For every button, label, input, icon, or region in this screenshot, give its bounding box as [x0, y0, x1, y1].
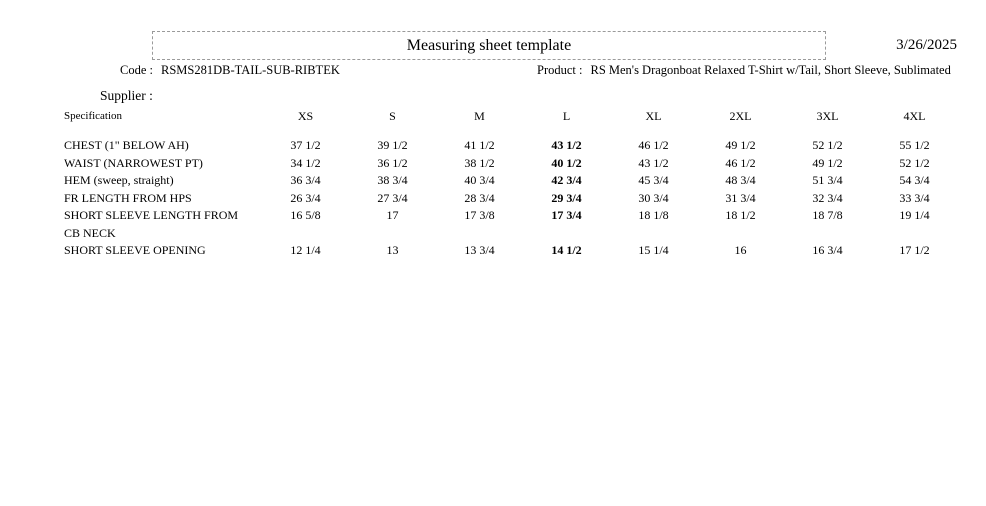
measurement-cell: 52 1/2 — [899, 155, 930, 170]
measurement-cell: 46 1/2 — [725, 155, 756, 170]
product-label: Product : — [537, 63, 583, 77]
measurement-cell: 36 1/2 — [377, 155, 408, 170]
title-box[interactable]: Measuring sheet template — [152, 31, 826, 60]
measurement-cell: 39 1/2 — [377, 138, 408, 152]
table-row: CHEST (1" BELOW AH) 37 1/2 39 1/2 41 1/2… — [64, 137, 958, 155]
code-value: RSMS281DB-TAIL-SUB-RIBTEK — [160, 63, 340, 77]
spec-label: CHEST (1" BELOW AH) — [64, 138, 189, 152]
measurement-cell: 12 1/4 — [290, 243, 321, 257]
measurement-cell: 16 3/4 — [812, 243, 843, 257]
measurement-table: Specification XS S M L XL 2XL 3XL 4XL CH… — [64, 110, 958, 260]
spec-label: WAIST (NARROWEST PT) — [64, 155, 203, 170]
measurement-cell: 48 3/4 — [725, 173, 756, 187]
column-header-m: M — [474, 109, 485, 123]
measurement-cell: 46 1/2 — [638, 138, 669, 152]
table-row: SHORT SLEEVE LENGTH FROM CB NECK 16 5/8 … — [64, 207, 958, 242]
table-row: HEM (sweep, straight) 36 3/4 38 3/4 40 3… — [64, 172, 958, 190]
measurement-cell: 38 3/4 — [377, 173, 408, 187]
measurement-cell: 16 5/8 — [290, 208, 321, 222]
column-header-specification: Specification — [64, 110, 123, 122]
spec-label: HEM (sweep, straight) — [64, 173, 174, 187]
measurement-cell: 49 1/2 — [812, 155, 843, 170]
measurement-cell: 33 3/4 — [899, 190, 930, 205]
measurement-cell: 45 3/4 — [638, 173, 669, 187]
measurement-cell: 37 1/2 — [290, 138, 321, 152]
measurement-cell: 18 7/8 — [812, 208, 843, 222]
column-header-4xl: 4XL — [903, 109, 926, 123]
table-row: WAIST (NARROWEST PT) 34 1/2 36 1/2 38 1/… — [64, 155, 958, 173]
measurement-cell: 13 — [386, 243, 399, 257]
measurement-cell: 31 3/4 — [725, 190, 756, 205]
measurement-cell: 42 3/4 — [551, 173, 582, 187]
column-header-l: L — [562, 109, 571, 123]
spec-label: SHORT SLEEVE LENGTH FROM CB NECK — [64, 208, 239, 240]
measurement-cell: 17 3/4 — [551, 208, 582, 222]
measurement-cell: 51 3/4 — [812, 173, 843, 187]
table-row: SHORT SLEEVE OPENING 12 1/4 13 13 3/4 14… — [64, 242, 958, 260]
measurement-cell: 40 1/2 — [551, 155, 582, 170]
measurement-cell: 18 1/8 — [638, 208, 669, 222]
spec-label: FR LENGTH FROM HPS — [64, 190, 192, 205]
measurement-cell: 19 1/4 — [899, 208, 930, 222]
measurement-cell: 30 3/4 — [638, 190, 669, 205]
measurement-cell: 38 1/2 — [464, 155, 495, 170]
table-row: FR LENGTH FROM HPS 26 3/4 27 3/4 28 3/4 … — [64, 190, 958, 208]
measurement-cell: 26 3/4 — [290, 190, 321, 205]
measurement-cell: 17 1/2 — [899, 243, 930, 257]
spec-label: SHORT SLEEVE OPENING — [64, 243, 206, 257]
measurement-cell: 55 1/2 — [899, 138, 930, 152]
measurement-cell: 14 1/2 — [551, 243, 582, 257]
column-header-3xl: 3XL — [816, 109, 839, 123]
product-value: RS Men's Dragonboat Relaxed T-Shirt w/Ta… — [590, 63, 951, 77]
measurement-cell: 17 3/8 — [464, 208, 495, 222]
column-header-xl: XL — [645, 109, 662, 123]
measurement-cell: 13 3/4 — [464, 243, 495, 257]
measurement-cell: 15 1/4 — [638, 243, 669, 257]
measurement-cell: 40 3/4 — [464, 173, 495, 187]
date-label: 3/26/2025 — [896, 37, 957, 53]
measurement-cell: 29 3/4 — [551, 190, 582, 205]
measurement-cell: 54 3/4 — [899, 173, 930, 187]
measurement-cell: 27 3/4 — [377, 190, 408, 205]
measurement-cell: 17 — [386, 208, 399, 222]
measurement-cell: 28 3/4 — [464, 190, 495, 205]
measurement-cell: 41 1/2 — [464, 138, 495, 152]
measurement-cell: 34 1/2 — [290, 155, 321, 170]
column-header-s: S — [389, 109, 396, 123]
measurement-cell: 18 1/2 — [725, 208, 756, 222]
code-label: Code : — [120, 63, 153, 77]
column-header-xs: XS — [297, 109, 314, 123]
supplier-label: Supplier : — [100, 88, 153, 103]
table-header-row: Specification XS S M L XL 2XL 3XL 4XL — [64, 110, 958, 137]
column-header-2xl: 2XL — [729, 109, 752, 123]
measurement-cell: 49 1/2 — [725, 138, 756, 152]
measurement-cell: 52 1/2 — [812, 138, 843, 152]
measurement-cell: 43 1/2 — [551, 138, 582, 152]
measurement-cell: 36 3/4 — [290, 173, 321, 187]
product-line: Product : RS Men's Dragonboat Relaxed T-S… — [537, 63, 951, 78]
measurement-cell: 32 3/4 — [812, 190, 843, 205]
measurement-cell: 43 1/2 — [638, 155, 669, 170]
supplier-line: Supplier : — [100, 88, 153, 104]
measurement-cell: 16 — [734, 243, 747, 257]
code-line: Code : RSMS281DB-TAIL-SUB-RIBTEK — [120, 63, 340, 78]
page-title: Measuring sheet template — [406, 36, 572, 54]
